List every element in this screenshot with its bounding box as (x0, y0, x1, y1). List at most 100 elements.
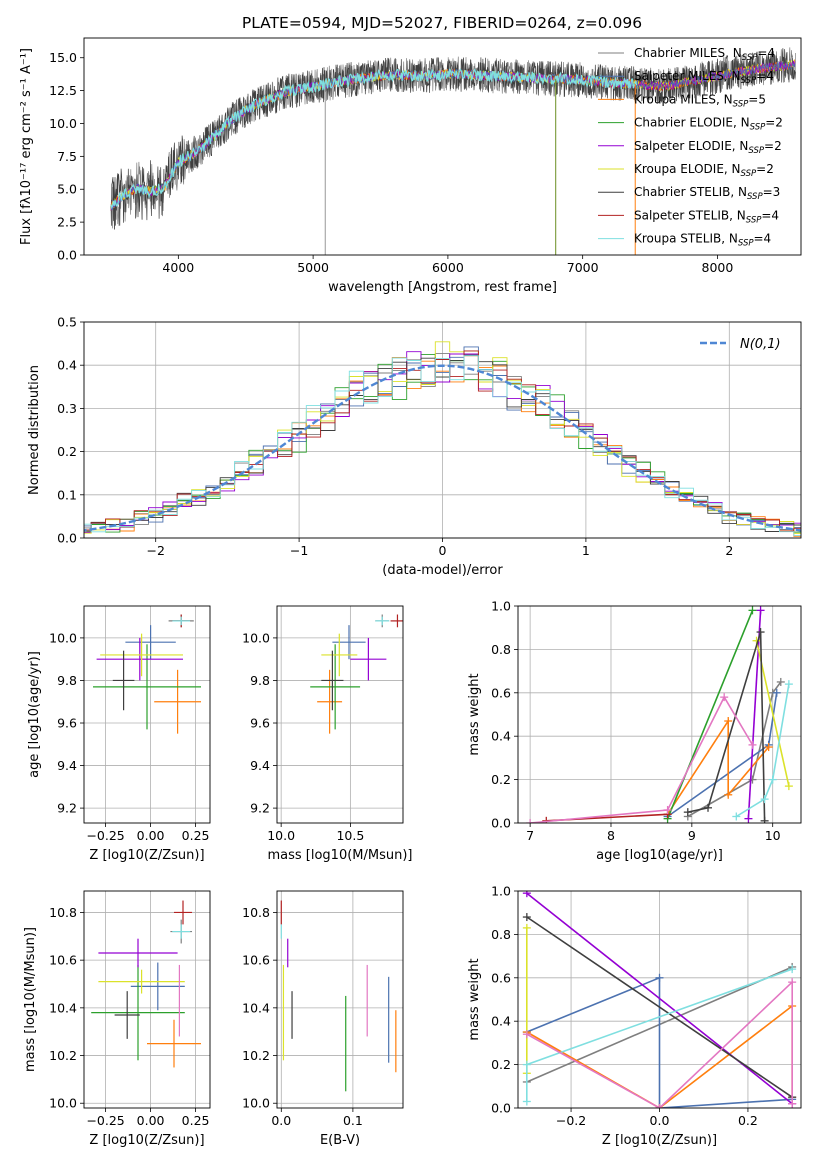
y-tick-label: 10.4 (242, 1000, 270, 1015)
y-tick-label: 10.8 (242, 905, 270, 920)
x-tick-label: 8000 (702, 260, 734, 275)
x-tick-label: 0.1 (343, 1113, 363, 1128)
errorbar-point (172, 616, 191, 626)
y-tick-label: 0.0 (491, 816, 511, 831)
y-tick-label: 0.2 (491, 772, 511, 787)
legend-label: Chabrier ELODIE, NSSP=2 (634, 116, 783, 133)
x-tick-label: −0.2 (556, 1113, 586, 1128)
legend-label: Kroupa STELIB, NSSP=4 (634, 232, 771, 249)
y-tick-label: 0.8 (491, 927, 511, 942)
axes-age-vs-Z: −0.25 0.00 0.25 9.2 9.4 9.6 9.8 10.0 Z [log10(Z/… (27, 605, 211, 863)
y-tick-label: 0.3 (57, 401, 77, 416)
axes-frame (83, 37, 802, 256)
y-tick-label: 15.0 (49, 50, 77, 65)
x-tick-label: 9 (688, 828, 696, 843)
x-axis-label: (data-model)/error (382, 563, 503, 578)
x-tick-label: 4000 (162, 260, 194, 275)
errorbar-point (91, 964, 185, 1061)
x-tick-label: 0.0 (271, 1113, 291, 1128)
weight-line (735, 683, 790, 818)
x-tick-label: 0.0 (650, 1113, 670, 1128)
axes-weight-vs-age: 7 8 9 10 0.0 0.2 0.4 0.6 0.8 1.0 age [log10(age/yr… (467, 599, 802, 863)
weight-line (530, 695, 754, 823)
y-tick-label: 12.5 (49, 83, 77, 98)
weight-marker (772, 688, 781, 697)
weight-marker (522, 913, 531, 922)
y-tick-label: 0.4 (57, 358, 77, 373)
weight-marker (748, 606, 757, 615)
weight-marker (760, 795, 769, 804)
y-axis-label: age [log10(age/yr)] (27, 651, 42, 778)
y-tick-label: 0.2 (491, 1057, 511, 1072)
histogram-kroupa-stelib (84, 355, 801, 536)
x-axis-label: age [log10(age/yr)] (596, 848, 723, 863)
x-tick-label: −0.25 (86, 1113, 124, 1128)
axes-residual-hist: −2 −1 0 1 2 0.0 0.1 0.2 0.3 0.4 0.5 (data-model)/er… (27, 315, 802, 578)
y-tick-label: 10.0 (49, 630, 77, 645)
errorbar-point (174, 900, 192, 925)
weight-marker (522, 1030, 531, 1039)
weight-marker (764, 743, 773, 752)
errorbar-point (350, 637, 387, 681)
errorbar-point (93, 644, 201, 730)
plot-area (526, 606, 793, 823)
gaussian-curve (84, 364, 801, 532)
axes-mass-vs-EBV: 0.0 0.1 10.0 10.2 10.4 10.6 10.8 E(B-V) (242, 890, 404, 1148)
histogram-salpeter-stelib (84, 350, 801, 532)
weight-marker (522, 1060, 531, 1069)
weight-marker (663, 805, 672, 814)
x-tick-label: −2 (146, 543, 164, 558)
y-tick-label: 10.6 (49, 953, 77, 968)
plot-area (310, 614, 403, 734)
legend-label: Chabrier MILES, NSSP=4 (634, 46, 775, 63)
errorbar-point (172, 924, 191, 939)
y-tick-label: 0.2 (57, 444, 77, 459)
errorbar-point (98, 969, 185, 994)
weight-line (526, 916, 793, 1098)
y-tick-label: 10.2 (242, 1048, 270, 1063)
axes-frame (517, 605, 802, 824)
spectrum-line-chabrier-stelib (110, 48, 796, 230)
y-tick-label: 10.8 (49, 905, 77, 920)
errorbar-point (98, 938, 178, 968)
x-tick-label: 0 (439, 543, 447, 558)
x-tick-label: −0.25 (86, 828, 124, 843)
y-tick-label: 0.1 (57, 487, 77, 502)
y-tick-label: 10.4 (49, 1000, 77, 1015)
x-axis-label: wavelength [Angstrom, rest frame] (328, 280, 557, 295)
weight-marker (683, 808, 692, 817)
weight-marker (704, 803, 713, 812)
errorbar-point (114, 991, 140, 1039)
legend-label: Salpeter STELIB, NSSP=4 (634, 208, 779, 225)
y-tick-label: 0.6 (491, 970, 511, 985)
x-tick-label: 1 (582, 543, 590, 558)
y-tick-label: 0.4 (491, 729, 511, 744)
weight-marker (788, 1099, 797, 1108)
y-tick-label: 10.0 (49, 1096, 77, 1111)
y-tick-label: 0.0 (491, 1101, 511, 1116)
x-tick-label: 10 (765, 828, 781, 843)
axes-weight-vs-Z: −0.2 0.0 0.2 0.0 0.2 0.4 0.6 0.8 1.0 Z [log10(Z/Z… (467, 884, 802, 1148)
y-tick-label: 9.6 (57, 716, 77, 731)
x-tick-label: 10.5 (336, 828, 364, 843)
weight-line (526, 892, 793, 1105)
errorbar-point (112, 650, 135, 711)
plot-area (91, 900, 201, 1068)
x-tick-label: 0.2 (738, 1113, 758, 1128)
weight-marker (724, 790, 733, 799)
weight-marker (724, 717, 733, 726)
plot-area (280, 900, 397, 1092)
y-tick-label: 9.2 (250, 801, 270, 816)
y-tick-label: 9.6 (250, 716, 270, 731)
x-tick-label: 10.0 (267, 828, 295, 843)
weight-line (687, 631, 766, 821)
y-tick-label: 0.0 (57, 248, 77, 263)
weight-line (666, 718, 770, 815)
plot-area (522, 891, 797, 1108)
y-axis-label: mass weight (467, 673, 482, 755)
x-tick-label: 8 (607, 828, 615, 843)
x-axis-label: Z [log10(Z/Zsun)] (89, 848, 204, 863)
y-axis-label: mass weight (467, 958, 482, 1040)
grid (277, 891, 403, 1108)
